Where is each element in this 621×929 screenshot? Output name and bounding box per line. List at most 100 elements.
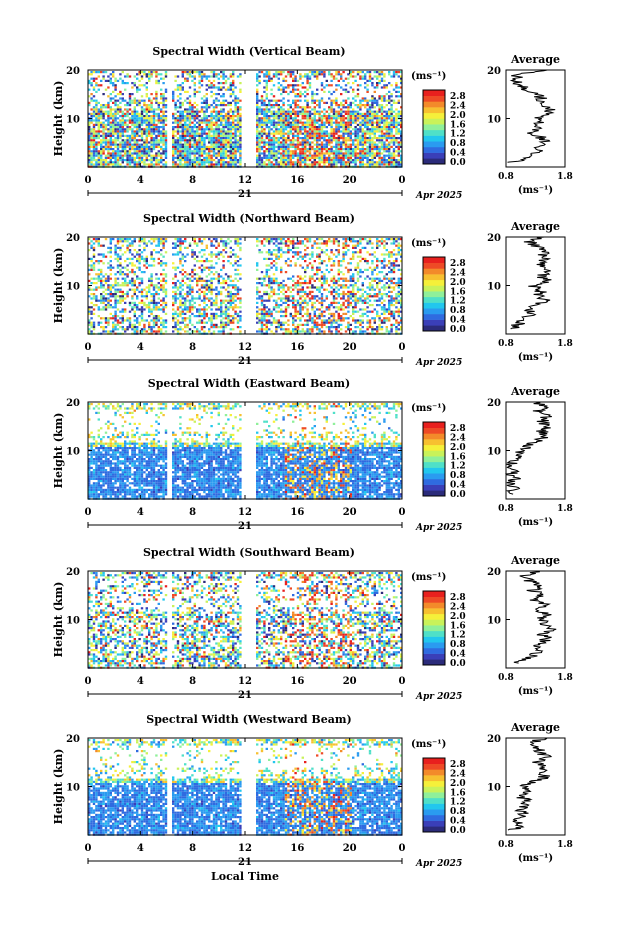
- heatmap-cell: [385, 115, 388, 118]
- x-tick-label: 16: [290, 175, 304, 186]
- heatmap-cell: [354, 134, 357, 137]
- heatmap-cell: [265, 117, 268, 120]
- heatmap-cell: [215, 104, 218, 107]
- heatmap-cell: [373, 71, 376, 74]
- heatmap-cell: [172, 117, 175, 120]
- heatmap-cell: [222, 301, 225, 304]
- heatmap-cell: [121, 253, 124, 256]
- heatmap-cell: [133, 271, 136, 274]
- heatmap-cell: [128, 150, 132, 153]
- heatmap-cell: [361, 99, 364, 102]
- heatmap-cell: [107, 288, 110, 291]
- heatmap-cell: [275, 141, 278, 144]
- heatmap-cell: [184, 299, 187, 302]
- heatmap-cell: [373, 141, 376, 144]
- heatmap-cell: [383, 110, 386, 113]
- heatmap-cell: [344, 163, 348, 166]
- heatmap-cell: [208, 152, 211, 155]
- heatmap-cell: [373, 75, 376, 78]
- heatmap-cell: [200, 128, 204, 131]
- heatmap-cell: [328, 141, 331, 144]
- heatmap-cell: [215, 299, 218, 302]
- heatmap-cell: [145, 130, 148, 133]
- heatmap-cell: [265, 126, 268, 129]
- heatmap-cell: [148, 288, 151, 291]
- heatmap-cell: [344, 88, 348, 91]
- heatmap-cell: [292, 150, 295, 153]
- heatmap-cell: [366, 115, 369, 118]
- heatmap-cell: [205, 148, 208, 151]
- heatmap-cell: [126, 141, 129, 144]
- heatmap-cell: [174, 117, 177, 120]
- heatmap-cell: [371, 95, 374, 98]
- heatmap-cell: [373, 152, 376, 155]
- heatmap-cell: [272, 134, 276, 137]
- heatmap-cell: [220, 86, 223, 89]
- heatmap-cell: [172, 266, 175, 269]
- heatmap-cell: [359, 163, 362, 166]
- heatmap-cell: [373, 121, 376, 124]
- heatmap-cell: [311, 121, 314, 124]
- heatmap-cell: [143, 99, 146, 102]
- heatmap-cell: [299, 75, 302, 78]
- heatmap-cell: [193, 77, 196, 80]
- heatmap-cell: [395, 137, 398, 140]
- heatmap-cell: [224, 104, 228, 107]
- heatmap-cell: [109, 288, 112, 291]
- heatmap-cell: [220, 268, 223, 271]
- heatmap-cell: [385, 150, 388, 153]
- heatmap-cell: [114, 312, 117, 315]
- heatmap-cell: [342, 126, 345, 129]
- heatmap-cell: [256, 112, 259, 115]
- heatmap-cell: [157, 308, 160, 311]
- heatmap-cell: [210, 308, 213, 311]
- heatmap-cell: [174, 152, 177, 155]
- heatmap-cell: [203, 117, 206, 120]
- heatmap-cell: [205, 88, 208, 91]
- heatmap-cell: [376, 77, 379, 80]
- heatmap-cell: [308, 77, 312, 80]
- heatmap-cell: [287, 121, 290, 124]
- heatmap-cell: [140, 132, 144, 135]
- heatmap-cell: [222, 330, 225, 333]
- heatmap-cell: [174, 244, 177, 247]
- heatmap-cell: [212, 326, 216, 329]
- heatmap-cell: [224, 137, 228, 140]
- heatmap-cell: [308, 154, 312, 157]
- heatmap-cell: [270, 121, 273, 124]
- heatmap-cell: [95, 123, 98, 126]
- heatmap-cell: [92, 255, 96, 258]
- heatmap-cell: [136, 123, 139, 126]
- heatmap-cell: [347, 77, 350, 80]
- heatmap-cell: [157, 161, 160, 164]
- heatmap-cell: [100, 159, 103, 162]
- heatmap-cell: [95, 282, 98, 285]
- heatmap-cell: [239, 90, 242, 93]
- heatmap-cell: [119, 255, 122, 258]
- heatmap-cell: [188, 301, 192, 304]
- heatmap-cell: [92, 79, 96, 82]
- heatmap-cell: [220, 110, 223, 113]
- heatmap-cell: [188, 141, 192, 144]
- heatmap-cell: [145, 75, 148, 78]
- heatmap-cell: [155, 238, 158, 241]
- heatmap-cell: [344, 90, 348, 93]
- heatmap-cell: [164, 319, 168, 322]
- heatmap-cell: [181, 312, 184, 315]
- heatmap-cell: [90, 323, 93, 326]
- heatmap-cell: [136, 88, 139, 91]
- heatmap-cell: [133, 115, 136, 118]
- heatmap-cell: [145, 108, 148, 111]
- heatmap-cell: [100, 279, 103, 282]
- heatmap-cell: [138, 240, 141, 243]
- heatmap-cell: [172, 139, 175, 142]
- heatmap-cell: [311, 73, 314, 76]
- heatmap-cell: [181, 268, 184, 271]
- heatmap-cell: [356, 130, 360, 133]
- heatmap-cell: [184, 246, 187, 249]
- heatmap-cell: [292, 137, 295, 140]
- heatmap-cell: [356, 132, 360, 135]
- heatmap-cell: [287, 86, 290, 89]
- heatmap-cell: [376, 104, 379, 107]
- heatmap-cell: [260, 101, 264, 104]
